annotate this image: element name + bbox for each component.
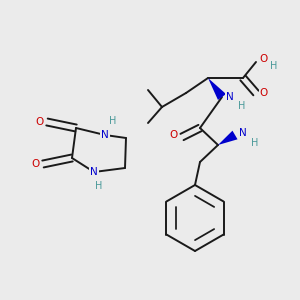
Text: O: O <box>36 117 44 127</box>
Text: N: N <box>226 92 234 102</box>
Polygon shape <box>218 131 238 145</box>
Text: O: O <box>170 130 178 140</box>
Text: H: H <box>95 181 103 191</box>
Text: H: H <box>238 101 246 111</box>
Text: O: O <box>260 88 268 98</box>
Polygon shape <box>208 78 226 100</box>
Text: H: H <box>109 116 117 126</box>
Text: H: H <box>251 138 259 148</box>
Text: N: N <box>239 128 247 138</box>
Text: O: O <box>260 54 268 64</box>
Text: H: H <box>270 61 278 71</box>
Text: N: N <box>101 130 109 140</box>
Text: O: O <box>32 159 40 169</box>
Text: N: N <box>90 167 98 177</box>
